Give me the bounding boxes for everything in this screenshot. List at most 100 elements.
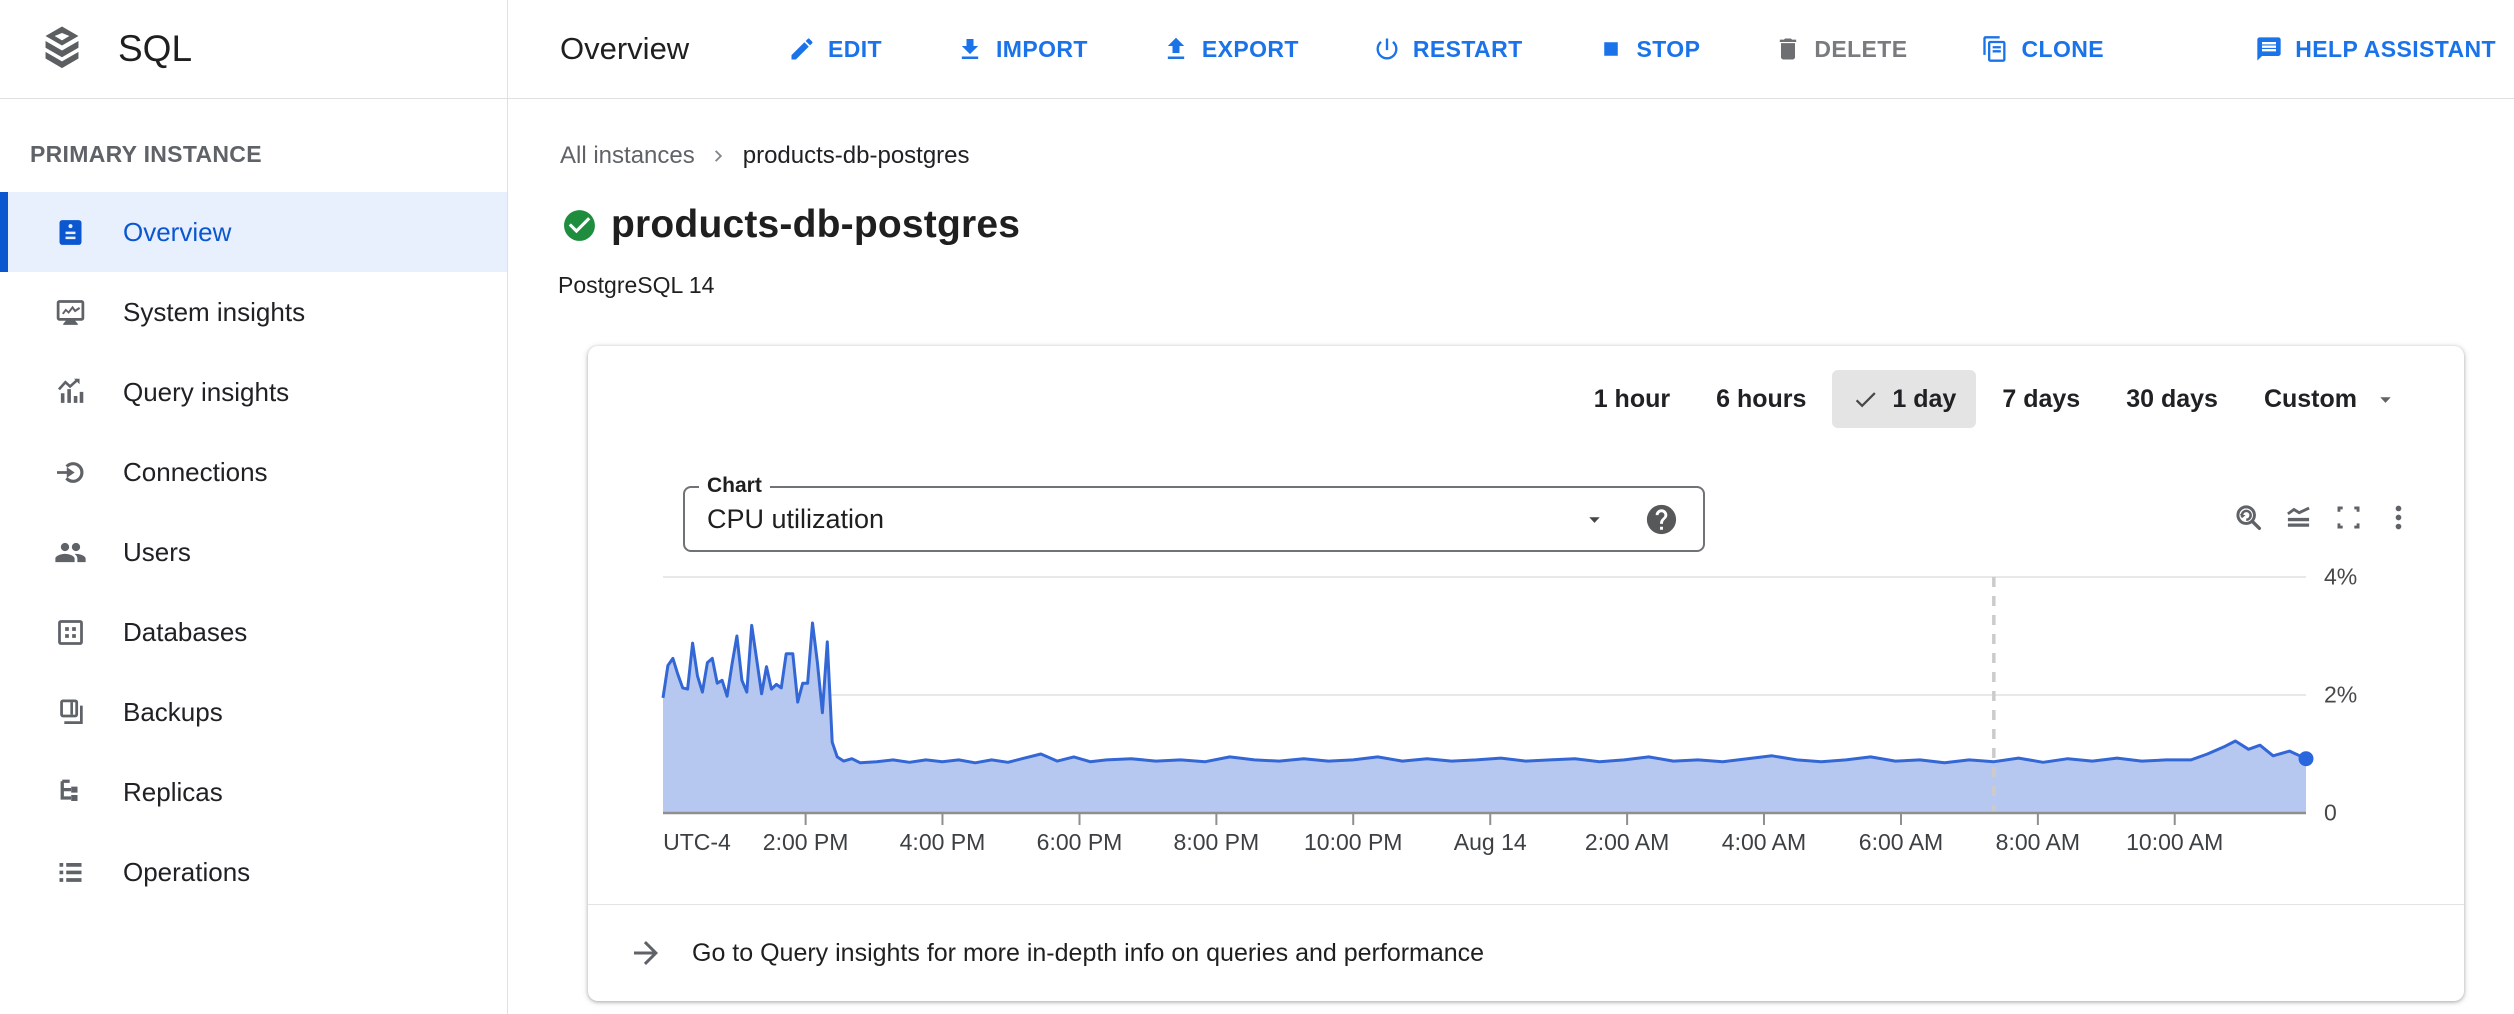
databases-icon [54,616,87,649]
time-range-1-day[interactable]: 1 day [1832,370,1977,428]
fullscreen-button[interactable] [2333,502,2364,533]
help-assistant-button[interactable]: HELP ASSISTANT [2255,35,2496,63]
time-range-label: 1 hour [1593,384,1671,413]
delete-button[interactable]: DELETE [1774,35,1907,63]
x-axis-label: 8:00 AM [1995,829,2081,855]
y-axis-label: 4% [2324,563,2358,590]
time-range-30-days[interactable]: 30 days [2106,370,2238,428]
operations-icon [54,856,87,889]
time-range-label: 6 hours [1716,384,1807,413]
sidebar-item-databases[interactable]: Databases [0,592,507,672]
sidebar-item-connections[interactable]: Connections [0,432,507,512]
more-options-button[interactable] [2383,502,2414,533]
x-axis-labels: UTC-4 2:00 PM 4:00 PM 6:00 PM 8:00 PM 10:00 P… [663,827,2306,857]
sidebar-item-replicas[interactable]: Replicas [0,752,507,832]
sidebar-item-label: Users [123,536,191,567]
users-icon [54,536,87,569]
x-axis-label: 6:00 AM [1858,829,1944,855]
edit-button[interactable]: EDIT [788,35,882,63]
series-area [663,623,2306,813]
y-axis-label: 0 [2324,799,2337,826]
sidebar: PRIMARY INSTANCE Overview System insights… [0,99,508,1014]
x-axis-label: 4:00 PM [899,829,986,855]
chart-select[interactable]: Chart CPU utilization [683,474,1705,552]
database-stack-icon [36,22,88,76]
product-label: SQL [118,28,193,69]
y-axis-labels: 4% 2% 0 [2324,560,2404,826]
sidebar-item-label: System insights [123,296,306,327]
button-label: RESTART [1412,35,1523,62]
chevron-right-icon [707,144,731,168]
instance-title: products-db-postgres [611,203,1021,246]
x-axis-label: 2:00 PM [762,829,849,855]
latest-value-dot [2298,751,2314,767]
sidebar-item-backups[interactable]: Backups [0,672,507,752]
sidebar-item-label: Backups [123,696,223,727]
query-insights-icon [54,376,87,409]
check-icon [1852,386,1879,413]
time-range-selector: 1 hour 6 hours 1 day 7 days 30 days Custom [1574,370,2418,428]
sidebar-item-operations[interactable]: Operations [0,832,507,912]
button-label: CLONE [2021,35,2104,62]
time-range-6-hours[interactable]: 6 hours [1696,370,1826,428]
sidebar-item-label: Connections [123,456,268,487]
connections-icon [54,456,87,489]
sidebar-item-label: Databases [123,616,248,647]
fullscreen-icon [2333,502,2364,533]
x-axis-label: 6:00 PM [1036,829,1123,855]
import-icon [956,35,984,63]
sidebar-item-query-insights[interactable]: Query insights [0,352,507,432]
pencil-icon [788,35,816,63]
time-range-custom[interactable]: Custom [2244,370,2418,428]
x-axis-label: 10:00 AM [2126,829,2224,855]
zoom-reset-icon [2233,502,2264,533]
y-axis-label: 2% [2324,681,2358,708]
restart-icon [1373,35,1401,63]
restart-button[interactable]: RESTART [1373,35,1523,63]
chart-mode-button[interactable] [2283,502,2314,533]
stop-icon [1597,35,1625,63]
app-header: SQL Overview EDIT IMPORT EXPORT RESTART STOP… [0,0,2514,99]
area-chart-icon [2283,502,2314,533]
x-axis-label: 4:00 AM [1721,829,1807,855]
chart-toolbar [2233,486,2414,548]
product-logo: SQL [0,0,508,98]
query-insights-link-text: Go to Query insights for more in-depth i… [692,938,1485,967]
sidebar-item-overview[interactable]: Overview [0,192,507,272]
import-button[interactable]: IMPORT [956,35,1088,63]
kebab-menu-icon [2383,502,2414,533]
cpu-utilization-chart[interactable] [661,560,2314,830]
replicas-icon [54,776,87,809]
sidebar-item-label: Operations [123,856,251,887]
export-icon [1162,35,1190,63]
system-insights-icon [54,296,87,329]
breadcrumb-current: products-db-postgres [742,142,970,169]
chart-select-label: Chart [699,474,770,498]
delete-icon [1774,35,1802,63]
breadcrumb-all-instances[interactable]: All instances [560,142,695,169]
stop-button[interactable]: STOP [1597,35,1701,63]
header-action-bar: EDIT IMPORT EXPORT RESTART STOP DELETE CLONE HE… [788,0,2496,98]
help-circle-icon[interactable] [1644,502,1679,537]
arrow-forward-icon [628,935,664,971]
sidebar-item-label: Overview [123,216,232,247]
time-range-1-hour[interactable]: 1 hour [1574,370,1690,428]
x-axis-label: Aug 14 [1453,829,1527,855]
metrics-card: 1 hour 6 hours 1 day 7 days 30 days Custom Ch… [588,346,2464,1001]
zoom-reset-button[interactable] [2233,502,2264,533]
series-line [661,621,2307,765]
sidebar-item-system-insights[interactable]: System insights [0,272,507,352]
clone-button[interactable]: CLONE [1981,35,2104,63]
x-axis-label: 2:00 AM [1584,829,1670,855]
time-range-label: Custom [2263,384,2357,413]
chart-select-value: CPU utilization [707,503,885,534]
time-range-7-days[interactable]: 7 days [1982,370,2100,428]
time-range-label: 1 day [1892,384,1957,413]
sidebar-section-label: PRIMARY INSTANCE [30,141,262,167]
breadcrumb: All instances products-db-postgres [560,142,970,170]
query-insights-link[interactable]: Go to Query insights for more in-depth i… [588,904,2464,1001]
x-axis-label: 10:00 PM [1303,829,1403,855]
export-button[interactable]: EXPORT [1162,35,1299,63]
button-label: EDIT [828,35,882,62]
sidebar-item-users[interactable]: Users [0,512,507,592]
